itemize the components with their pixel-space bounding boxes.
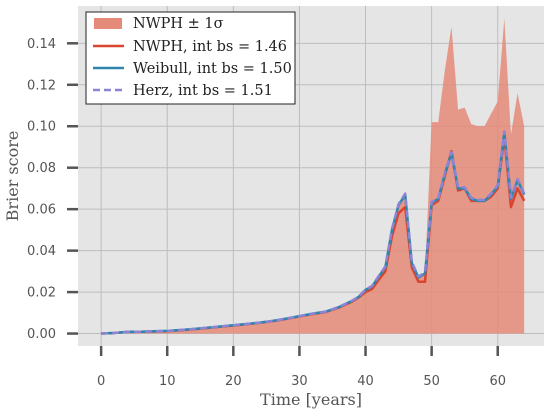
x-tick-label: 0 — [97, 374, 105, 389]
y-tick-label: 0.10 — [27, 120, 56, 135]
y-tick-label: 0.04 — [27, 244, 56, 259]
x-tick-label: 40 — [357, 374, 374, 389]
x-tick-label: 30 — [291, 374, 308, 389]
ticks: 0 10 20 30 40 50 60 0.00 0.02 0.04 0.06 0.08 0.10 0.1… — [27, 37, 506, 389]
y-tick-label: 0.12 — [27, 78, 56, 93]
legend: NWPH ± 1σ NWPH, int bs = 1.46 Weibull, i… — [85, 11, 296, 105]
std-band — [101, 18, 525, 334]
series-layer — [101, 130, 526, 335]
x-tick-label: 10 — [159, 374, 176, 389]
y-tick-label: 0.06 — [27, 203, 56, 218]
series-line-herz — [101, 130, 526, 335]
x-tick-label: 50 — [423, 374, 440, 389]
y-tick-label: 0.00 — [27, 327, 56, 342]
y-tick-label: 0.08 — [27, 161, 56, 176]
legend-swatch-band — [94, 18, 122, 29]
x-tick-label: 20 — [225, 374, 242, 389]
band-layer — [101, 18, 525, 334]
legend-label-herz: Herz, int bs = 1.51 — [133, 83, 273, 99]
x-tick-label: 60 — [489, 374, 506, 389]
y-tick-label: 0.02 — [27, 286, 56, 301]
legend-label-weibull: Weibull, int bs = 1.50 — [133, 61, 292, 77]
x-axis-label: Time [years] — [260, 390, 362, 409]
y-tick-label: 0.14 — [27, 37, 56, 52]
legend-label-nwph: NWPH, int bs = 1.46 — [133, 39, 287, 55]
legend-label-band: NWPH ± 1σ — [133, 16, 224, 32]
y-axis-label: Brier score — [3, 131, 22, 222]
